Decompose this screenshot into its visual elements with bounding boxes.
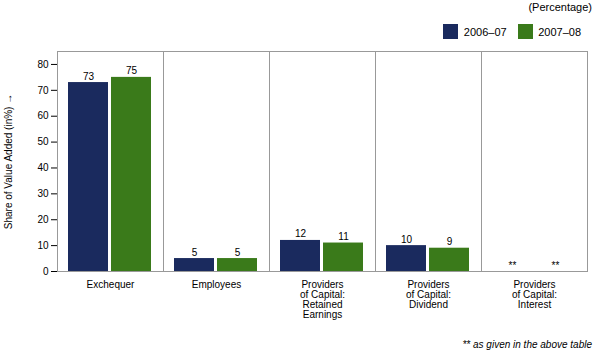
- svg-text:60: 60: [37, 110, 49, 121]
- svg-text:30: 30: [37, 188, 49, 199]
- svg-text:80: 80: [37, 59, 49, 70]
- svg-text:10: 10: [401, 234, 413, 245]
- svg-text:0: 0: [43, 266, 49, 277]
- svg-text:75: 75: [126, 65, 138, 76]
- svg-text:9: 9: [447, 236, 453, 247]
- svg-text:10: 10: [37, 240, 49, 251]
- svg-text:40: 40: [37, 162, 49, 173]
- svg-text:20: 20: [37, 214, 49, 225]
- svg-text:12: 12: [295, 228, 307, 239]
- html-text:** as given in the above table: ** as given in the above table: [462, 339, 592, 350]
- svg-text:50: 50: [37, 136, 49, 147]
- svg-text:70: 70: [37, 85, 49, 96]
- svg-text:Providersof Capital:RetainedEa: Providersof Capital:RetainedEarnings: [300, 279, 345, 320]
- svg-text:Exchequer: Exchequer: [87, 279, 135, 290]
- svg-text:Providersof Capital:Dividend: Providersof Capital:Dividend: [406, 279, 451, 310]
- html-text:2006–07: 2006–07: [463, 25, 507, 38]
- svg-text:**: **: [509, 260, 517, 271]
- svg-text:11: 11: [338, 231, 349, 242]
- svg-text:5: 5: [192, 247, 198, 258]
- svg-text:**: **: [552, 260, 560, 271]
- svg-text:Providersof Capital:Interest: Providersof Capital:Interest: [512, 279, 557, 310]
- svg-text:73: 73: [83, 71, 95, 82]
- html-text:2007–08: 2007–08: [538, 25, 581, 38]
- svg-text:Employees: Employees: [192, 279, 241, 290]
- svg-text:Share of Value Added (in%) →: Share of Value Added (in%) →: [3, 94, 14, 229]
- svg-text:5: 5: [235, 247, 241, 258]
- html-text:(Percentage): (Percentage): [528, 1, 592, 13]
